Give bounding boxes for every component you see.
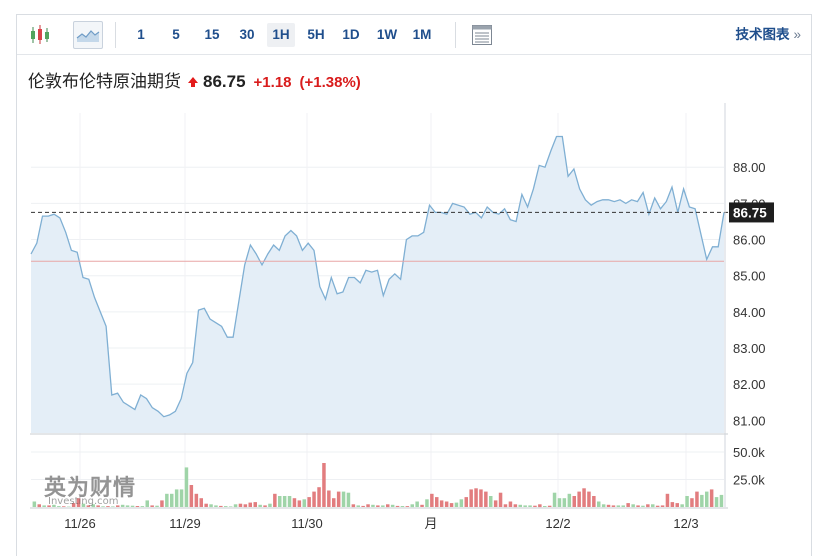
- timeframe-1h[interactable]: 1H: [267, 23, 295, 47]
- toolbar-separator: [455, 22, 456, 48]
- technical-chart-link[interactable]: 技术图表»: [735, 23, 801, 47]
- price-change-percent: (+1.38%): [299, 74, 361, 91]
- watermark-subtext: Investing.com: [48, 496, 119, 507]
- toolbar-separator: [115, 22, 116, 48]
- timeframe-1w[interactable]: 1W: [376, 27, 398, 42]
- timeframe-1d[interactable]: 1D: [342, 27, 360, 42]
- candlestick-icon[interactable]: [27, 21, 53, 49]
- quote-header: 伦敦布伦特原油期货 86.75 +1.18 (+1.38%): [28, 67, 361, 93]
- timeframe-15m[interactable]: 15: [204, 27, 220, 42]
- timeframe-1m[interactable]: 1: [137, 27, 145, 42]
- timeframe-30m[interactable]: 30: [239, 27, 255, 42]
- up-arrow-icon: [187, 76, 199, 90]
- area-chart-icon[interactable]: [73, 21, 103, 49]
- last-price: 86.75: [203, 72, 246, 91]
- watermark: 英为财情 Investing.com: [44, 470, 137, 507]
- price-change: +1.18: [253, 74, 292, 91]
- timeframe-5h[interactable]: 5H: [307, 27, 325, 42]
- watermark-text: 英为财情: [44, 476, 137, 501]
- timeframe-5m[interactable]: 5: [172, 27, 180, 42]
- chart-toolbar: 1 5 15 30 1H 5H 1D 1W 1M 技术图表»: [17, 15, 811, 55]
- instrument-name: 伦敦布伦特原油期货: [28, 72, 181, 92]
- table-icon[interactable]: [469, 21, 495, 49]
- chevron-right-icon: »: [793, 27, 801, 42]
- technical-chart-label: 技术图表: [735, 27, 790, 42]
- timeframe-1mo[interactable]: 1M: [412, 27, 432, 42]
